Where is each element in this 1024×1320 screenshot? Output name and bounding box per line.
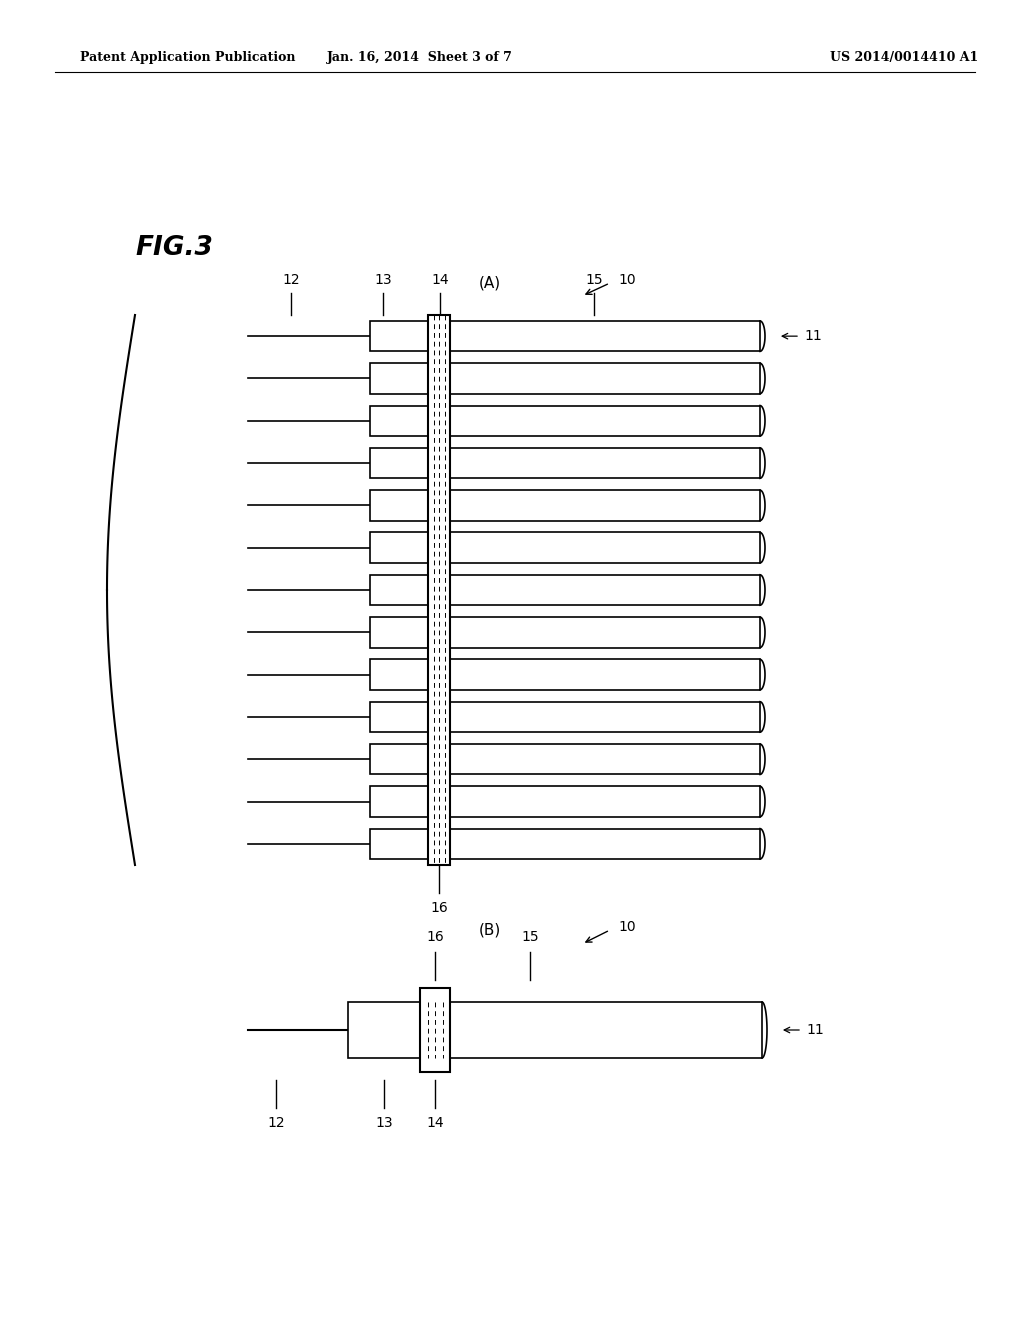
Bar <box>450 660 760 690</box>
Text: 15: 15 <box>585 273 603 286</box>
Bar <box>370 829 428 859</box>
Bar <box>420 987 450 1072</box>
Bar <box>348 1002 420 1059</box>
Bar <box>370 405 428 436</box>
Bar <box>450 363 760 393</box>
Bar <box>370 702 428 733</box>
Bar <box>450 744 760 775</box>
Bar <box>450 616 760 648</box>
Text: US 2014/0014410 A1: US 2014/0014410 A1 <box>830 51 978 65</box>
Bar <box>370 660 428 690</box>
Bar <box>450 829 760 859</box>
Text: Patent Application Publication: Patent Application Publication <box>80 51 296 65</box>
Text: 10: 10 <box>618 273 636 286</box>
Bar <box>450 447 760 478</box>
Text: 11: 11 <box>804 329 821 343</box>
Text: FIG.3: FIG.3 <box>135 235 213 261</box>
Bar <box>370 787 428 817</box>
Bar <box>370 616 428 648</box>
Bar <box>450 574 760 606</box>
Bar <box>428 315 450 865</box>
Text: (B): (B) <box>479 923 501 937</box>
Text: 13: 13 <box>375 1115 393 1130</box>
Text: 11: 11 <box>806 1023 823 1038</box>
Text: 10: 10 <box>618 920 636 935</box>
Bar <box>370 363 428 393</box>
Text: 12: 12 <box>267 1115 285 1130</box>
Bar <box>450 787 760 817</box>
Bar <box>450 405 760 436</box>
Text: 14: 14 <box>431 273 449 286</box>
Bar <box>370 490 428 520</box>
Bar <box>370 532 428 562</box>
Text: 16: 16 <box>426 931 443 944</box>
Text: 12: 12 <box>283 273 300 286</box>
Text: 15: 15 <box>521 931 539 944</box>
Bar <box>370 447 428 478</box>
Bar <box>450 490 760 520</box>
Bar <box>370 574 428 606</box>
Bar <box>450 702 760 733</box>
Bar <box>370 321 428 351</box>
Bar <box>450 321 760 351</box>
Bar <box>450 1002 762 1059</box>
Text: 16: 16 <box>430 902 447 915</box>
Bar <box>370 744 428 775</box>
Text: (A): (A) <box>479 276 501 290</box>
Text: 14: 14 <box>426 1115 443 1130</box>
Bar <box>450 532 760 562</box>
Text: 13: 13 <box>374 273 392 286</box>
Text: Jan. 16, 2014  Sheet 3 of 7: Jan. 16, 2014 Sheet 3 of 7 <box>327 51 513 65</box>
